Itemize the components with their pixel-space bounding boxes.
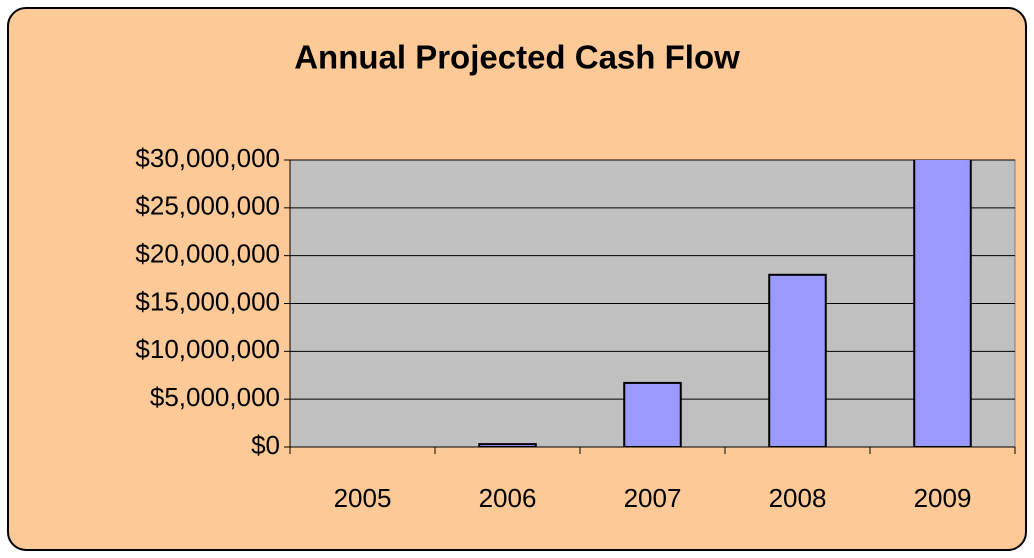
x-tick-label: 2006 — [479, 483, 537, 513]
y-tick-label: $30,000,000 — [135, 143, 280, 173]
y-tick-label: $5,000,000 — [150, 382, 280, 412]
y-tick-label: $10,000,000 — [135, 334, 280, 364]
y-tick-label: $0 — [251, 430, 280, 460]
x-tick-label: 2007 — [624, 483, 682, 513]
bar — [478, 443, 537, 447]
bar — [768, 273, 827, 447]
x-tick-label: 2009 — [914, 483, 972, 513]
x-tick-label: 2005 — [334, 483, 392, 513]
y-tick-label: $20,000,000 — [135, 239, 280, 269]
bar — [623, 381, 682, 447]
y-tick-label: $15,000,000 — [135, 286, 280, 316]
bar — [913, 160, 972, 447]
chart-title: Annual Projected Cash Flow — [294, 39, 740, 76]
y-tick-label: $25,000,000 — [135, 191, 280, 221]
x-tick-label: 2008 — [769, 483, 827, 513]
